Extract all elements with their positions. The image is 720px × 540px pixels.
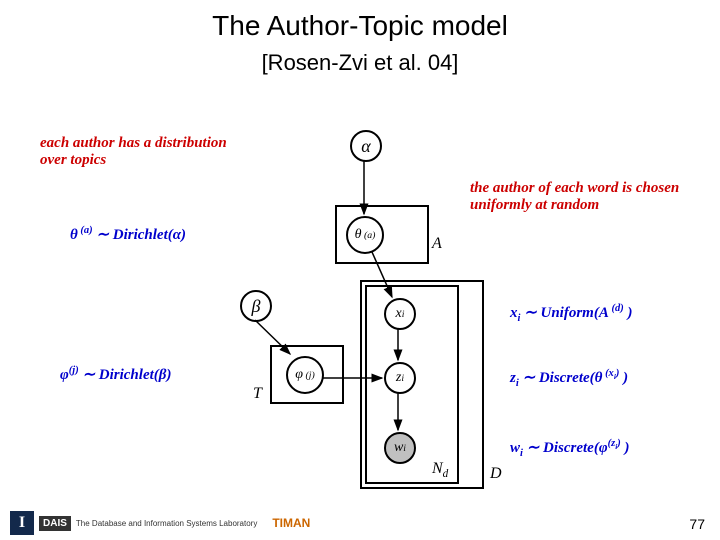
- theta-prior: θ (a) ∼ Dirichlet(α): [70, 225, 186, 244]
- dais-text: The Database and Information Systems Lab…: [76, 519, 257, 528]
- plate-D-label: D: [490, 465, 502, 483]
- left-note: each author has a distributionover topic…: [40, 135, 260, 169]
- footer-logos: I DAIS The Database and Information Syst…: [10, 511, 310, 535]
- slide-number: 77: [689, 516, 705, 532]
- plate-Nd-label: Nd: [432, 460, 448, 480]
- alpha-node: α: [350, 130, 382, 162]
- timan-logo: TIMAN: [272, 516, 310, 530]
- w-dist: wi ∼ Discrete(φ(zi) ): [510, 438, 629, 459]
- x-dist: xi ∼ Uniform(A (d) ): [510, 303, 632, 324]
- plate-T-label: T: [253, 385, 262, 403]
- z-dist: zi ∼ Discrete(θ (xi) ): [510, 368, 628, 389]
- x-node: xi: [384, 298, 416, 330]
- dais-logo: DAIS: [39, 516, 71, 531]
- w-node: wi: [384, 432, 416, 464]
- theta-node: θ (a): [346, 216, 384, 254]
- illinois-logo-icon: I: [10, 511, 34, 535]
- phi-prior: φ(j) ∼ Dirichlet(β): [60, 365, 171, 384]
- page-subtitle: [Rosen-Zvi et al. 04]: [0, 50, 720, 76]
- beta-node: β: [240, 290, 272, 322]
- right-note: the author of each word is chosenuniform…: [470, 180, 710, 214]
- z-node: zi: [384, 362, 416, 394]
- phi-node: φ (j): [286, 356, 324, 394]
- plate-A-label: A: [432, 235, 442, 253]
- page-title: The Author-Topic model: [0, 10, 720, 42]
